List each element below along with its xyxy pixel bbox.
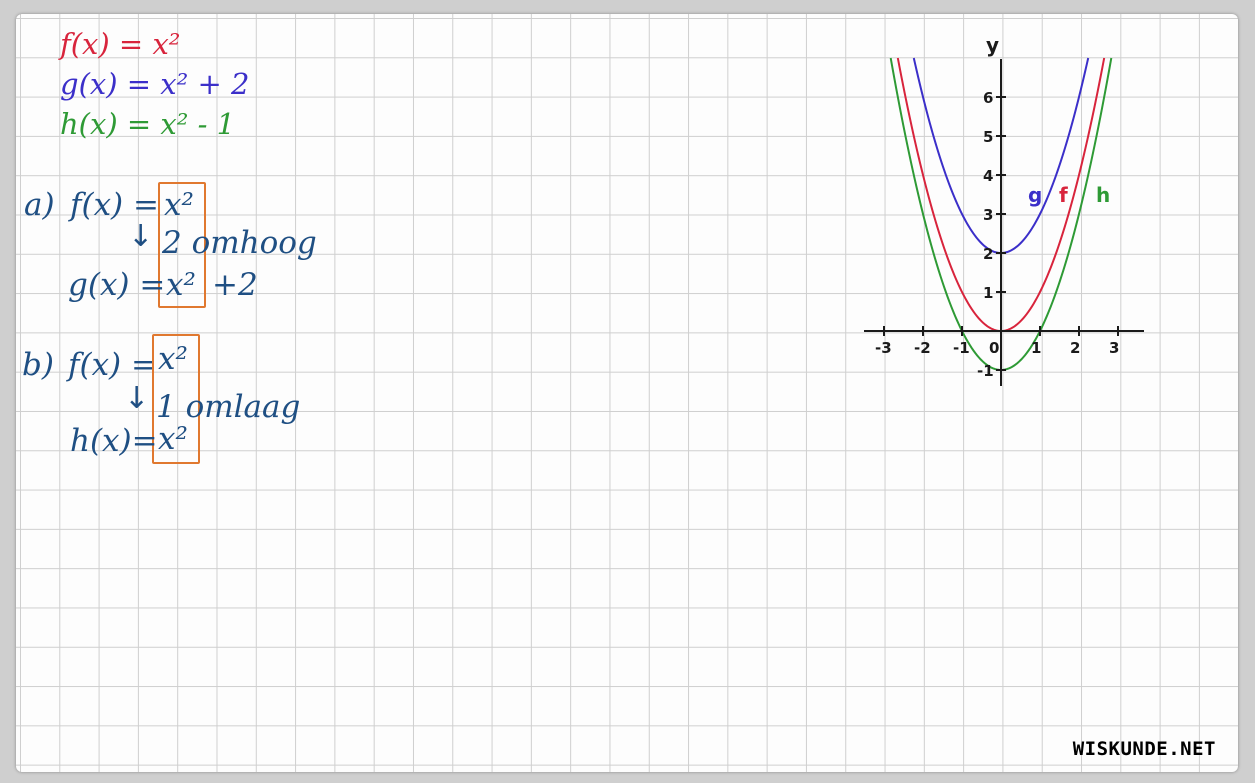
x-tick-label: 0: [989, 339, 999, 357]
part-a-line2-rhs: x²: [166, 267, 196, 303]
part-b-line1-lhs: f(x) =: [68, 347, 157, 383]
definition-f: f(x) = x²: [60, 27, 181, 61]
part-b-line2-rhs: x²: [158, 421, 188, 457]
whiteboard: f(x) = x² g(x) = x² + 2 h(x) = x² - 1 a)…: [16, 14, 1238, 772]
curve-label-f: f: [1059, 183, 1068, 207]
part-a-label: a): [24, 187, 55, 223]
part-a-line1-rhs: x²: [164, 187, 194, 223]
x-tick-label: -2: [914, 339, 931, 357]
y-tick-label: 4: [983, 167, 993, 185]
parabola-graph: -3 -2 -1 0 1 2 3 -1 1 2 3 4 5 6 y g f h: [864, 33, 1144, 386]
watermark-logo: WISKUNDE.NET: [1072, 738, 1216, 760]
x-tick-label: 3: [1109, 339, 1119, 357]
ticks-layer: -3 -2 -1 0 1 2 3 -1 1 2 3 4 5 6: [875, 89, 1119, 380]
x-tick-label: 1: [1031, 339, 1041, 357]
part-a-down-arrow-icon: ↓: [128, 219, 154, 254]
curve-label-h: h: [1096, 183, 1110, 207]
part-b-line2-lhs: h(x)=: [70, 423, 158, 459]
part-b-highlight-box: [152, 334, 200, 464]
y-tick-label: 1: [983, 284, 993, 302]
part-a-highlight-box: [158, 182, 206, 308]
part-b-step: 1 omlaag: [156, 389, 301, 425]
y-tick-label: 6: [983, 89, 993, 107]
y-tick-label: 2: [983, 245, 993, 263]
x-tick-label: 2: [1070, 339, 1080, 357]
definition-g: g(x) = x² + 2: [60, 67, 250, 101]
y-tick-label: -1: [977, 362, 994, 380]
part-b-label: b): [22, 347, 54, 383]
x-tick-label: -1: [953, 339, 970, 357]
part-a-line2-lhs: g(x) =: [68, 267, 166, 303]
x-tick-label: -3: [875, 339, 892, 357]
part-a-line1-lhs: f(x) =: [70, 187, 159, 223]
part-a-step: 2 omhoog: [162, 225, 317, 261]
y-tick-label: 3: [983, 206, 993, 224]
definition-h: h(x) = x² - 1: [60, 107, 236, 141]
part-b-line1-rhs: x²: [158, 341, 188, 377]
part-a-line2-tail: +2: [212, 267, 258, 303]
part-b-down-arrow-icon: ↓: [124, 381, 150, 416]
curve-label-g: g: [1028, 183, 1042, 207]
y-axis-label: y: [986, 33, 999, 57]
y-tick-label: 5: [983, 128, 993, 146]
